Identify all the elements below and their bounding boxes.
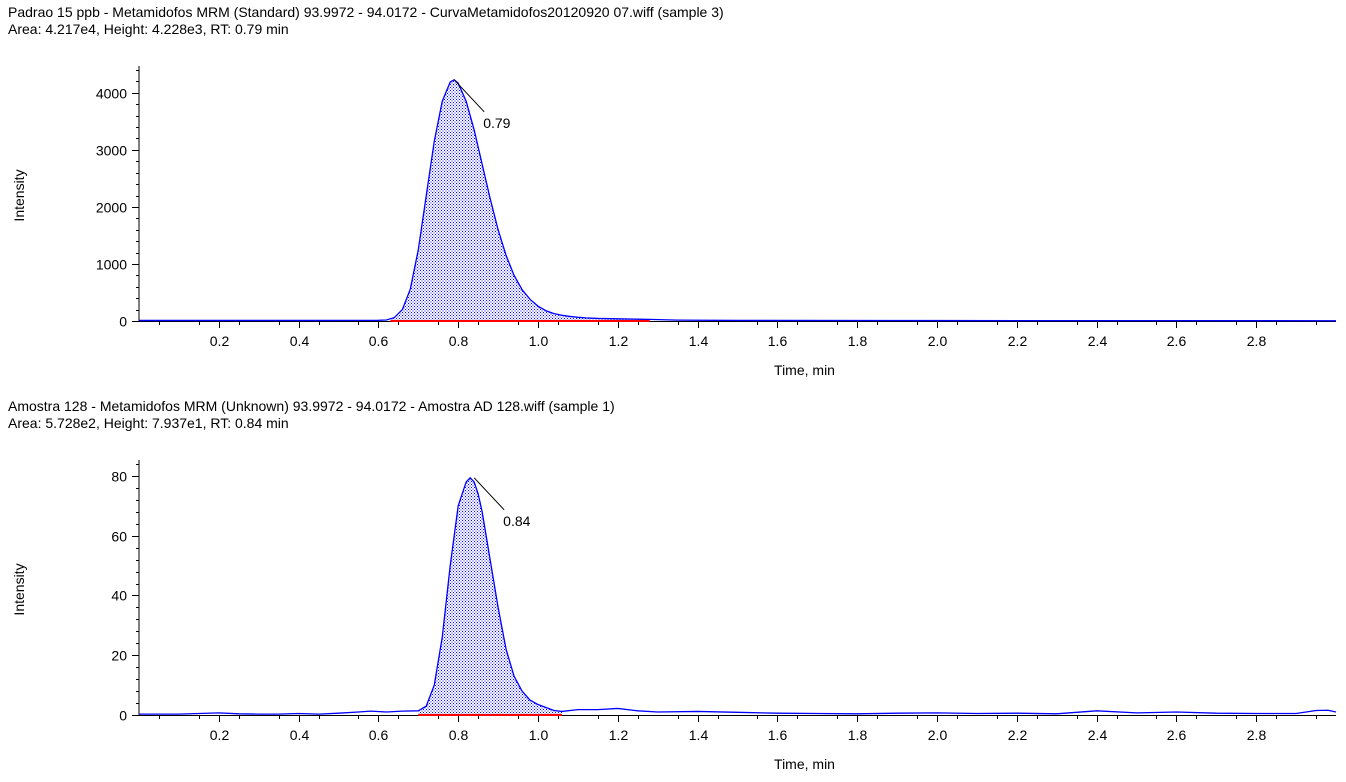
chart-subtitle: Area: 5.728e2, Height: 7.937e1, RT: 0.84… — [8, 415, 289, 431]
y-tick-label: 20 — [111, 648, 127, 664]
x-tick-label: 1.2 — [609, 333, 629, 349]
y-tick-label: 0 — [119, 314, 127, 330]
x-tick-label: 2.8 — [1247, 727, 1267, 743]
peak-leader-line — [453, 79, 485, 113]
y-axis-label: Intensity — [11, 169, 27, 221]
chromatogram-plot: 0 20 40 60 80 0.2 0.4 0.6 0.8 1.0 1.2 1.4 1.6 1.8 2.0 2… — [11, 460, 1337, 772]
chromatogram-panel-standard: Padrao 15 ppb - Metamidofos MRM (Standar… — [0, 0, 1346, 388]
x-tick-label: 1.6 — [768, 727, 788, 743]
chromatogram-trace — [139, 476, 1337, 715]
x-tick-label: 0.4 — [290, 333, 310, 349]
chart-title: Padrao 15 ppb - Metamidofos MRM (Standar… — [8, 4, 724, 20]
x-tick-label: 0.6 — [369, 727, 389, 743]
x-tick-label: 2.0 — [928, 333, 948, 349]
x-tick-label: 1.4 — [689, 333, 709, 349]
peak-leader-line — [473, 477, 505, 511]
peak-area — [418, 477, 562, 715]
x-tick-label: 2.4 — [1088, 333, 1108, 349]
x-tick-label: 0.8 — [449, 333, 469, 349]
x-tick-label: 2.6 — [1167, 727, 1187, 743]
peak-area — [390, 79, 650, 321]
y-tick-label: 4000 — [96, 86, 127, 102]
x-tick-label: 1.6 — [768, 333, 788, 349]
chart-subtitle: Area: 4.217e4, Height: 4.228e3, RT: 0.79… — [8, 21, 289, 37]
x-tick-label: 2.8 — [1247, 333, 1267, 349]
x-tick-label: 0.8 — [449, 727, 469, 743]
x-tick-label: 2.0 — [928, 727, 948, 743]
x-tick-label: 0.4 — [290, 727, 310, 743]
y-tick-label: 0 — [119, 708, 127, 724]
chromatogram-panel-sample: Amostra 128 - Metamidofos MRM (Unknown) … — [0, 394, 1346, 782]
x-tick-label: 2.2 — [1008, 727, 1028, 743]
peak-rt-label: 0.79 — [483, 115, 510, 131]
y-tick-label: 80 — [111, 469, 127, 485]
chromatogram-trace — [139, 79, 1337, 322]
y-tick-label: 1000 — [96, 257, 127, 273]
x-tick-label: 0.6 — [369, 333, 389, 349]
x-tick-label: 1.8 — [848, 727, 868, 743]
y-tick-label: 60 — [111, 529, 127, 545]
x-tick-label: 2.2 — [1008, 333, 1028, 349]
y-tick-label: 2000 — [96, 200, 127, 216]
x-tick-label: 1.0 — [529, 727, 549, 743]
chart-title: Amostra 128 - Metamidofos MRM (Unknown) … — [8, 398, 615, 414]
y-tick-label: 40 — [111, 588, 127, 604]
x-axis-label: Time, min — [774, 756, 835, 772]
x-tick-label: 0.2 — [210, 333, 230, 349]
x-tick-label: 1.0 — [529, 333, 549, 349]
x-tick-label: 1.4 — [689, 727, 709, 743]
x-axis-label: Time, min — [774, 362, 835, 378]
x-tick-label: 0.2 — [210, 727, 230, 743]
y-axis-label: Intensity — [11, 563, 27, 615]
x-tick-label: 2.4 — [1088, 727, 1108, 743]
y-tick-label: 3000 — [96, 143, 127, 159]
x-tick-label: 1.8 — [848, 333, 868, 349]
x-tick-label: 1.2 — [609, 727, 629, 743]
peak-rt-label: 0.84 — [503, 513, 530, 529]
chromatogram-plot: 0 1000 2000 3000 4000 0.2 0.4 0.6 0.8 1.0 1.2 1.4 1.… — [11, 66, 1337, 378]
x-tick-label: 2.6 — [1167, 333, 1187, 349]
